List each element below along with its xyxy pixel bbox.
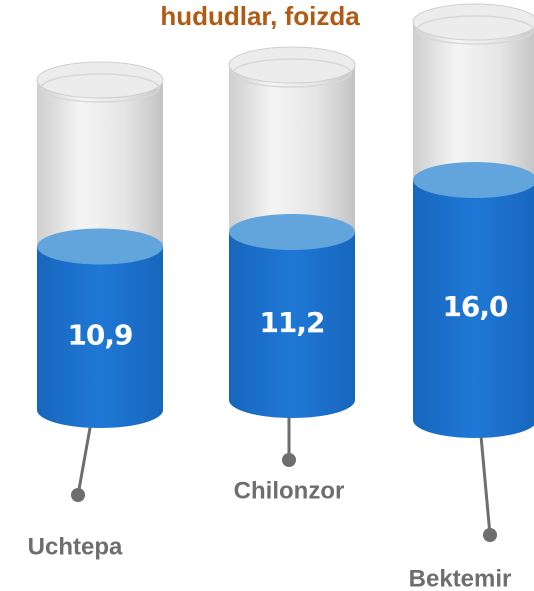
value-label: 11,2	[259, 306, 324, 339]
bar-top	[413, 162, 534, 198]
leader-line	[478, 424, 492, 536]
cylinder-glass-rim	[40, 73, 160, 103]
category-label: Uchtepa	[28, 533, 123, 560]
cylinder-glass-rim	[232, 58, 352, 88]
cylinder-glass-top	[36, 61, 164, 99]
category-label: Chilonzor	[234, 477, 345, 504]
cylinder-glass-top	[228, 46, 356, 84]
value-label: 16,0	[442, 290, 508, 323]
leader-dot	[483, 528, 497, 542]
chart-title: hududlar, foizda	[160, 1, 360, 31]
cylinder-glass-rim	[416, 15, 534, 45]
bar-top	[229, 214, 355, 250]
value-label: 10,9	[67, 318, 132, 351]
leader-dot	[282, 453, 296, 467]
bar	[413, 180, 534, 438]
cylinder-glass-top	[412, 3, 534, 41]
category-label: Bektemir	[409, 565, 512, 591]
bar-top	[37, 228, 163, 265]
leader-dot	[71, 488, 85, 502]
bar	[37, 246, 163, 428]
bar	[229, 232, 355, 418]
